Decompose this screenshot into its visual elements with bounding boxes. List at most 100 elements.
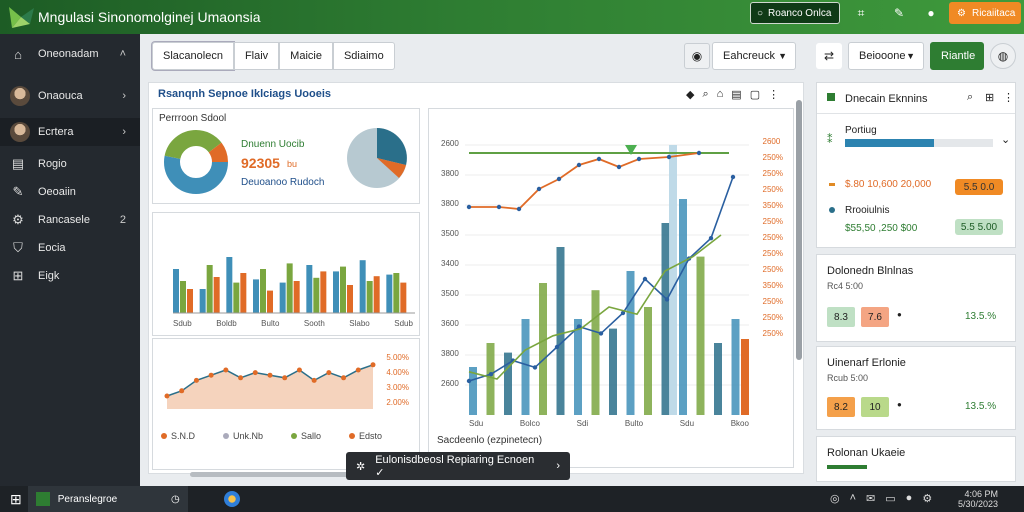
- download-icon[interactable]: ◆: [686, 89, 695, 101]
- sidebar-header[interactable]: ⌂ Oneonadam ˄: [0, 40, 140, 68]
- dot-icon: ●: [897, 310, 902, 319]
- app-logo-icon: [6, 2, 36, 32]
- bar: [313, 277, 320, 313]
- data-point: [370, 362, 376, 368]
- system-clock[interactable]: 4:06 PM 5/30/2023: [958, 489, 998, 509]
- range-select[interactable]: Beiooone ▼: [848, 42, 924, 70]
- right-panel-balance: Dolonedn Blnlnas Rc4 5:00 8.3 7.6 ● 13.5…: [816, 254, 1016, 342]
- gear-icon: ⚙: [12, 212, 24, 227]
- marker-icon: [625, 145, 637, 155]
- bar: [206, 265, 213, 313]
- top-search-input[interactable]: ○ Roanco Onlca: [750, 2, 840, 24]
- tab-flow[interactable]: Flaiv: [233, 42, 280, 70]
- y-tick: 250%: [762, 169, 783, 178]
- value-box: 10: [861, 397, 889, 417]
- user-avatar-icon[interactable]: ◍: [990, 43, 1016, 69]
- donut-chart: [164, 130, 228, 194]
- bar: [373, 276, 380, 313]
- bar: [574, 319, 582, 415]
- clock-date: 5/30/2023: [958, 499, 999, 509]
- notification-icon[interactable]: ●: [927, 6, 935, 20]
- grid-icon[interactable]: ⌗: [857, 5, 865, 20]
- y-tick: 4.00%: [386, 368, 409, 377]
- y-tick: 3500: [441, 229, 459, 238]
- bar: [187, 289, 193, 313]
- chat-icon[interactable]: ◎: [830, 493, 840, 505]
- legend-item: Sallo: [291, 431, 321, 441]
- mail-icon[interactable]: ✉: [866, 493, 876, 505]
- sidebar-item-label: Ecrtera: [38, 126, 74, 138]
- bar: [539, 283, 547, 415]
- sidebar-item-tools[interactable]: ✎ Oeoaiin: [0, 178, 140, 206]
- y-tick: 3.00%: [386, 383, 409, 392]
- list-icon[interactable]: ▤: [731, 89, 742, 101]
- bar: [486, 343, 495, 415]
- y-tick: 250%: [762, 265, 783, 274]
- chevron-right-icon: ›: [122, 90, 126, 102]
- data-point: [341, 375, 347, 381]
- row-label: Rrooiulnis: [845, 205, 890, 216]
- record-icon[interactable]: ●: [905, 492, 913, 504]
- apply-button[interactable]: Riantle: [930, 42, 984, 70]
- y-tick: 350%: [762, 281, 783, 290]
- bar: [386, 274, 393, 313]
- more-icon[interactable]: ⋮: [768, 89, 780, 101]
- browser-icon[interactable]: [223, 491, 240, 507]
- area-chart: [164, 362, 376, 409]
- toast-notification[interactable]: ✲ Eulonisdbeosl Repiaring Ecnoen ✓ ›: [346, 452, 570, 480]
- bar: [696, 256, 705, 415]
- more-icon[interactable]: ⋮: [1003, 92, 1014, 104]
- bar: [320, 271, 327, 313]
- home-icon[interactable]: ⌂: [716, 88, 724, 100]
- pin-icon[interactable]: ✎: [893, 6, 905, 20]
- bar: [199, 289, 206, 313]
- y-tick: 250%: [762, 313, 783, 322]
- panel-title: Dolonedn Blnlnas: [827, 265, 914, 277]
- sidebar-item-documents[interactable]: ▤ Rogio: [0, 150, 140, 178]
- sidebar-item-security[interactable]: ⛉ Eocia: [0, 234, 140, 262]
- settings-icon[interactable]: ⚙: [922, 493, 933, 505]
- taskbar-app[interactable]: Peranslegroe ◷: [27, 486, 188, 512]
- avatar: [10, 122, 30, 142]
- zoom-icon[interactable]: ⌕: [702, 88, 709, 100]
- folder-icon[interactable]: ▭: [885, 493, 896, 505]
- tab-metrics[interactable]: Maicie: [279, 42, 333, 70]
- y-tick: 5.00%: [386, 353, 409, 362]
- chevron-up-icon[interactable]: ˄: [849, 492, 857, 504]
- chevron-right-icon[interactable]: ›: [556, 460, 560, 472]
- refresh-icon[interactable]: ◉: [684, 43, 710, 69]
- bar: [279, 282, 286, 313]
- x-tick: Bkoo: [730, 419, 749, 428]
- windows-start-icon[interactable]: ⊞: [10, 490, 22, 507]
- sidebar-item-user-2[interactable]: Ecrtera ›: [0, 118, 140, 146]
- filter-select[interactable]: Eahcreuck ▼: [712, 42, 796, 70]
- y-tick: 250%: [762, 233, 783, 242]
- bar: [213, 277, 220, 313]
- area-chart-legend: S.N.D Unk.Nb Sallo Edsto: [161, 431, 382, 441]
- tab-summary[interactable]: Sdiaimo: [332, 42, 395, 70]
- bar: [226, 257, 233, 313]
- sidebar-item-settings[interactable]: ⚙ Rancasele 2: [0, 206, 140, 234]
- sort-icon[interactable]: ⇄: [816, 43, 842, 69]
- y-tick: 3800: [441, 169, 459, 178]
- vertical-scrollbar[interactable]: [796, 100, 802, 360]
- sidebar-item-user-1[interactable]: Onaouca ›: [0, 82, 140, 110]
- data-point: [516, 206, 522, 212]
- bar: [293, 281, 300, 313]
- bar: [741, 339, 749, 415]
- grid-icon[interactable]: ⊞: [985, 92, 995, 104]
- top-action-button[interactable]: ⚙ Ricaiitaca: [949, 2, 1021, 24]
- data-point: [536, 186, 542, 192]
- horizontal-scrollbar[interactable]: [190, 472, 350, 477]
- bar: [556, 247, 565, 415]
- chart-tools: ◆ ⌕ ⌂ ▤ ▢ ⋮: [686, 88, 779, 101]
- lock-icon[interactable]: ▢: [749, 89, 761, 101]
- tab-overview[interactable]: Slacanolecn: [152, 42, 234, 70]
- bar: [644, 307, 652, 415]
- y-tick: 350%: [762, 201, 783, 210]
- zoom-icon[interactable]: ⌕: [967, 91, 974, 103]
- sidebar-item-grid[interactable]: ⊞ Eigk: [0, 262, 140, 290]
- sparkle-icon: ✲: [356, 460, 366, 473]
- data-point: [488, 372, 494, 377]
- chevron-down-icon[interactable]: ⌄: [1001, 134, 1011, 146]
